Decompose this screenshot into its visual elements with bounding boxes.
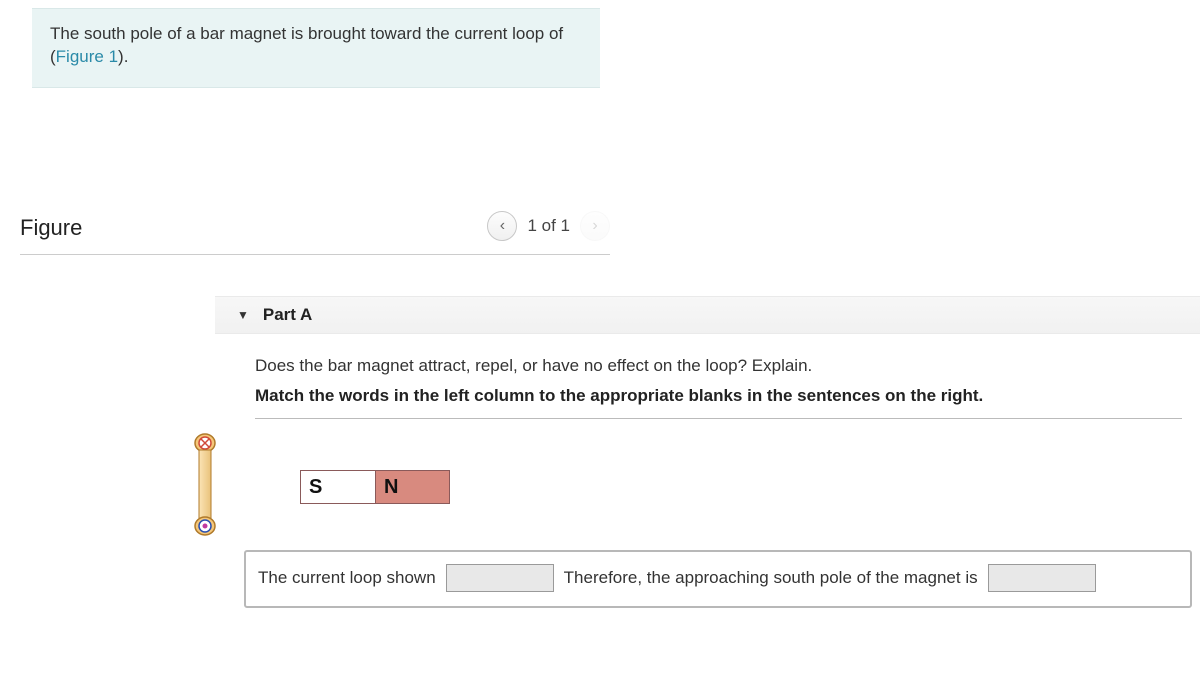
sentence-drop-area: The current loop shown Therefore, the ap… bbox=[244, 550, 1192, 608]
figure-link[interactable]: Figure 1 bbox=[56, 47, 118, 66]
sentence-segment-2: Therefore, the approaching south pole of… bbox=[564, 568, 978, 588]
collapse-caret-icon: ▼ bbox=[237, 308, 249, 322]
magnet-south-pole: S bbox=[301, 471, 375, 503]
figure-header: Figure ‹ 1 of 1 › bbox=[20, 215, 610, 255]
sentence-segment-1: The current loop shown bbox=[258, 568, 436, 588]
part-body: Does the bar magnet attract, repel, or h… bbox=[215, 334, 1200, 429]
blank-drop-2[interactable] bbox=[988, 564, 1096, 592]
figure-title: Figure bbox=[20, 215, 82, 240]
pager-prev-button[interactable]: ‹ bbox=[487, 211, 517, 241]
pager-status: 1 of 1 bbox=[527, 216, 570, 236]
bar-magnet-tile[interactable]: S N bbox=[300, 470, 450, 504]
instruction-text: Match the words in the left column to th… bbox=[255, 386, 1182, 419]
intro-text-after: ). bbox=[118, 47, 128, 66]
pager-next-button[interactable]: › bbox=[580, 211, 610, 241]
problem-intro: The south pole of a bar magnet is brough… bbox=[32, 8, 600, 88]
blank-drop-1[interactable] bbox=[446, 564, 554, 592]
part-header[interactable]: ▼ Part A bbox=[215, 296, 1200, 334]
part-a-region: ▼ Part A Does the bar magnet attract, re… bbox=[215, 296, 1200, 429]
figure-pager: ‹ 1 of 1 › bbox=[487, 211, 610, 241]
current-loop-diagram bbox=[190, 432, 220, 537]
question-text: Does the bar magnet attract, repel, or h… bbox=[255, 356, 1182, 376]
part-label: Part A bbox=[263, 305, 312, 325]
magnet-north-pole: N bbox=[375, 471, 449, 503]
